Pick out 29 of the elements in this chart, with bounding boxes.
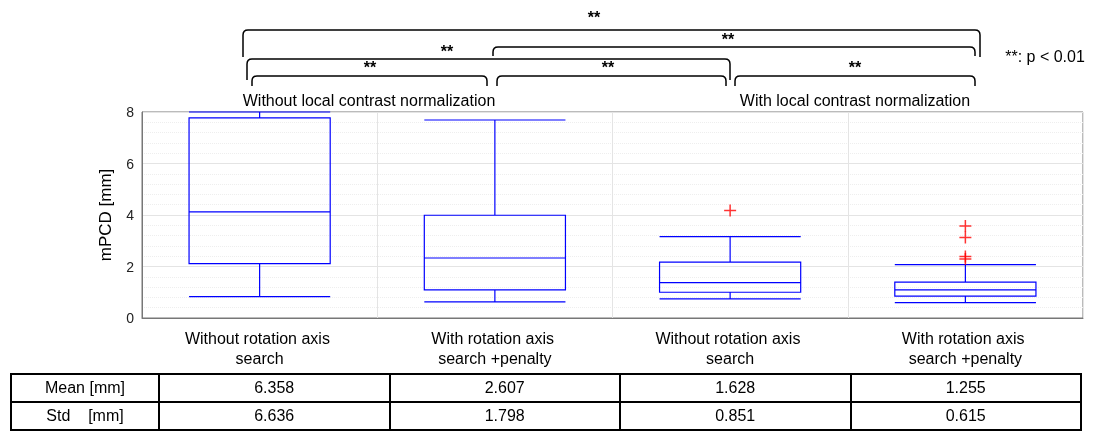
text: **: p < 0.01 <box>1005 48 1085 66</box>
text: ** <box>363 59 377 77</box>
y-tick-label: 6 <box>126 155 135 172</box>
text: ** <box>721 31 735 49</box>
text: Without local contrast normalization <box>242 92 496 110</box>
text: Std [mm] <box>11 402 159 430</box>
x-tick-label: Without rotation axis search <box>655 329 805 367</box>
text: 1.798 <box>389 402 620 430</box>
text: 1.628 <box>620 374 851 402</box>
text: Mean [mm] <box>11 374 159 402</box>
text: 0.851 <box>620 402 851 430</box>
text: ** <box>848 59 862 77</box>
text: ** <box>587 9 601 27</box>
text: ** <box>601 59 615 77</box>
x-tick-label: With rotation axis search +penalty <box>431 329 559 367</box>
text: 2.607 <box>389 374 620 402</box>
text: 6.636 <box>159 402 390 430</box>
y-tick-label: 8 <box>126 104 135 120</box>
text: 0.615 <box>850 402 1081 430</box>
y-tick-label: 4 <box>126 207 135 223</box>
y-tick-label: 0 <box>126 310 135 326</box>
y-axis-title: mPCD [mm] <box>96 168 115 262</box>
y-tick-label: 2 <box>126 258 135 275</box>
text: 1.255 <box>850 374 1081 402</box>
x-tick-label: With rotation axis search +penalty <box>901 329 1029 367</box>
text: ** <box>440 43 454 61</box>
text: 6.358 <box>159 374 390 402</box>
text: With local contrast normalization <box>739 92 971 110</box>
x-tick-label: Without rotation axis search <box>184 329 335 367</box>
